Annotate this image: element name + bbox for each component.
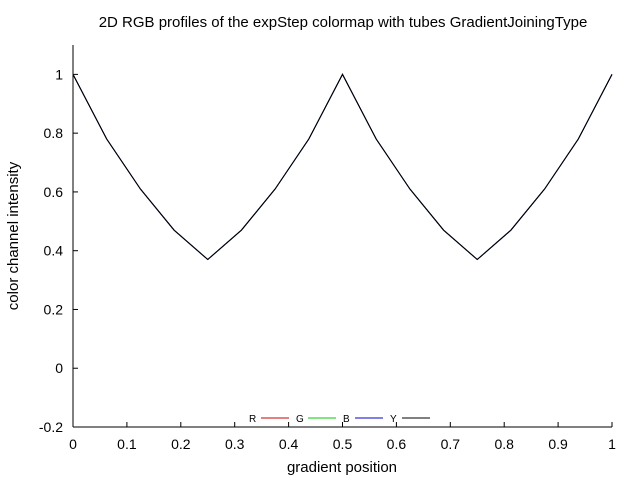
x-axis-label: gradient position [287,459,397,476]
y-tick-label: 0.8 [44,125,64,141]
series-line-r [72,73,613,261]
x-tick-label: 0.7 [441,436,461,452]
x-tick-label: 0.5 [333,436,353,452]
x-tick-label: 0.1 [117,436,137,452]
x-tick-label: 0.4 [279,436,299,452]
x-tick-label: 0.8 [494,436,514,452]
legend-label-y: Y [390,414,397,425]
y-axis-ticks: -0.2 0 0.2 0.4 0.6 0.8 1 [39,66,78,435]
legend-label-b: B [343,414,350,425]
plot-axes [72,45,612,428]
y-tick-label: 0.4 [44,243,64,259]
y-tick-label: -0.2 [39,419,63,435]
legend-label-g: G [296,414,304,425]
series-layer [72,73,613,261]
x-tick-label: 1 [608,436,616,452]
x-axis-ticks: 0 0.1 0.2 0.3 0.4 0.5 0.6 0.7 0.8 0.9 1 [69,422,616,452]
series-line-g [72,73,613,261]
y-tick-label: 0.6 [44,184,64,200]
chart-title: 2D RGB profiles of the expStep colormap … [99,14,588,31]
y-tick-label: 0.2 [44,301,64,317]
x-tick-label: 0.6 [387,436,407,452]
y-tick-label: 0 [55,360,63,376]
series-line-y [72,73,613,261]
x-tick-label: 0.9 [548,436,568,452]
series-line-b [72,73,613,261]
y-tick-label: 1 [55,66,63,82]
y-axis-label: color channel intensity [5,161,22,310]
x-tick-label: 0.3 [225,436,245,452]
legend-label-r: R [249,414,256,425]
x-tick-label: 0 [69,436,77,452]
x-tick-label: 0.2 [171,436,191,452]
